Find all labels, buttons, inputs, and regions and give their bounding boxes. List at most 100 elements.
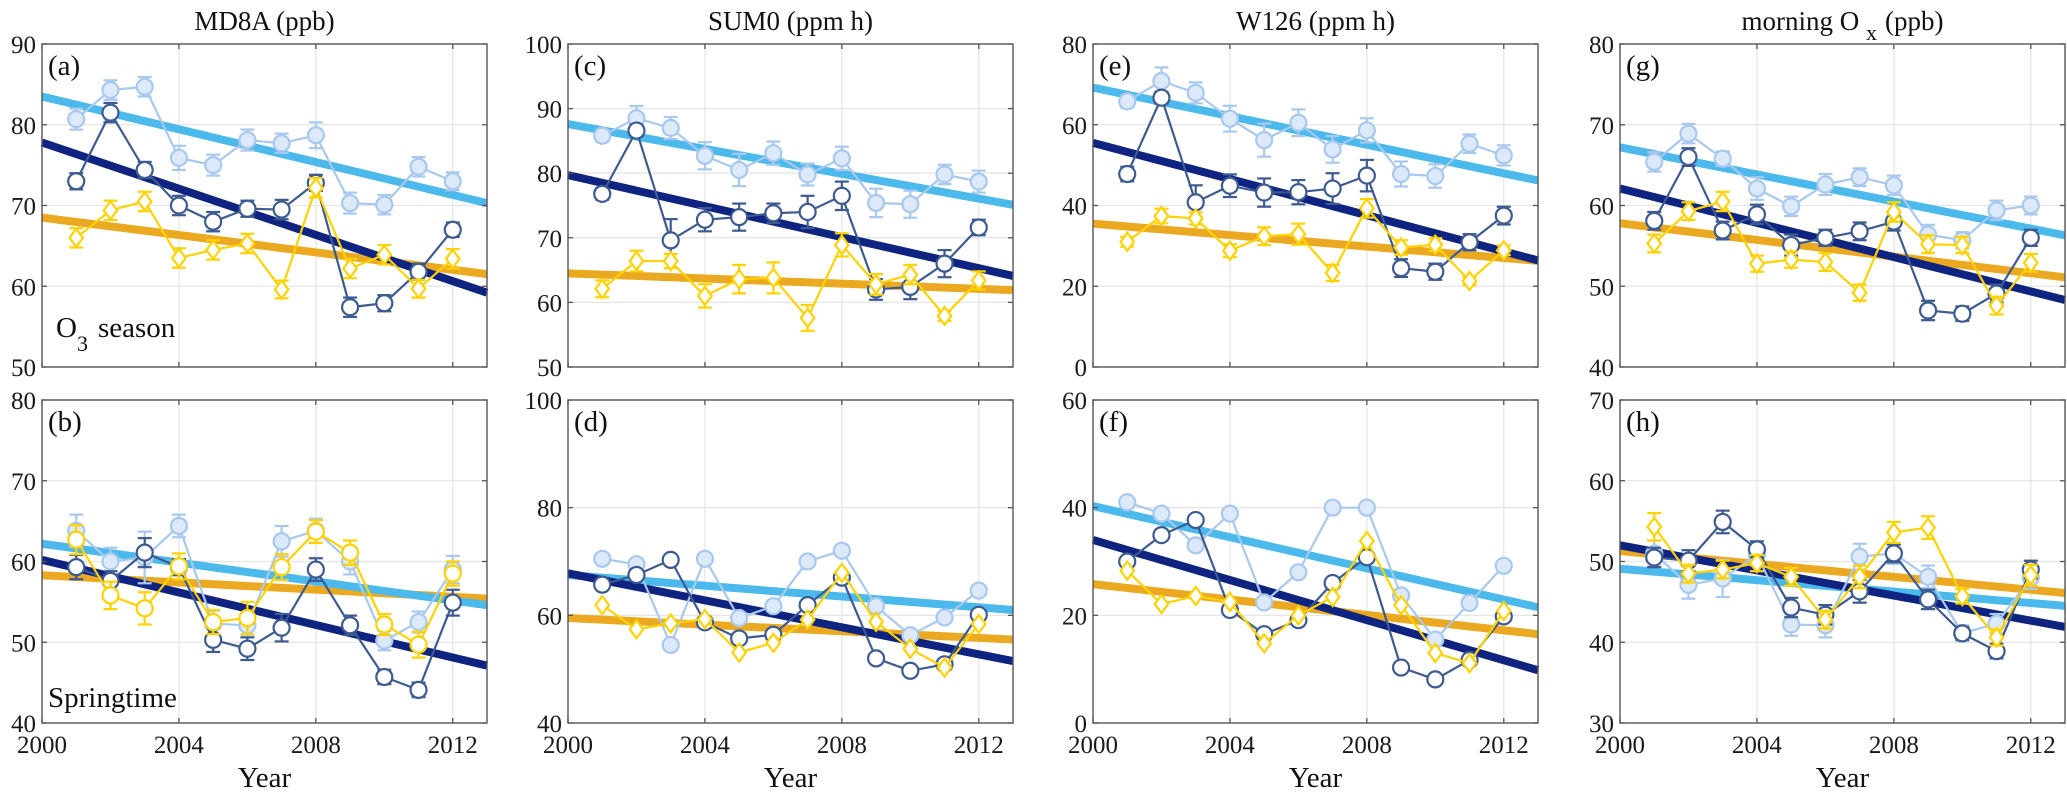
y-tick-label: 80 xyxy=(537,161,562,188)
data-point xyxy=(628,618,645,641)
y-tick-label: 80 xyxy=(11,388,36,415)
data-point xyxy=(594,594,611,616)
data-point xyxy=(1680,562,1697,585)
series-dark xyxy=(593,550,988,680)
data-point xyxy=(1713,512,1732,532)
data-point xyxy=(764,144,783,163)
data-point xyxy=(764,597,783,616)
y-tick-label: 80 xyxy=(1589,32,1614,59)
series-yellow xyxy=(1119,197,1512,292)
data-point xyxy=(273,278,290,301)
data-point xyxy=(731,641,748,664)
data-point xyxy=(1358,197,1375,220)
data-point xyxy=(307,176,324,199)
data-point xyxy=(306,126,325,145)
column-title-text: MD8A (ppb) xyxy=(194,6,334,36)
x-tick-label: 2000 xyxy=(1595,732,1645,759)
data-point xyxy=(936,656,953,679)
data-point xyxy=(1495,600,1512,622)
y-tick-label: 40 xyxy=(1589,355,1614,382)
trend-line-dark xyxy=(1619,184,2066,304)
data-point xyxy=(67,530,86,549)
data-point xyxy=(67,172,86,191)
data-point xyxy=(730,608,749,628)
data-point xyxy=(443,593,462,612)
data-point xyxy=(1748,252,1766,275)
y-tick-label: 100 xyxy=(525,32,563,59)
y-tick-label: 40 xyxy=(11,711,36,738)
data-point xyxy=(1324,586,1341,608)
x-tick-label: 2004 xyxy=(1732,732,1783,759)
data-point xyxy=(1495,239,1512,262)
data-point xyxy=(1152,88,1171,107)
data-point xyxy=(1186,83,1205,102)
panel-g: 40 50 60 70 80 (g) xyxy=(1589,32,2066,382)
data-point xyxy=(695,210,715,229)
data-point xyxy=(1851,566,1868,588)
data-point xyxy=(1713,149,1732,168)
panel-c: 50 60 70 80 90 100 (c) xyxy=(525,32,1014,382)
data-point xyxy=(375,195,394,214)
data-point xyxy=(662,250,679,272)
season-label: O3 season xyxy=(56,312,176,356)
panel-letter: (d) xyxy=(574,406,608,438)
data-point xyxy=(306,560,325,579)
x-axis-label: Year xyxy=(238,762,292,794)
data-point xyxy=(1954,585,1971,608)
x-tick-label: 2000 xyxy=(1068,732,1118,759)
data-point xyxy=(1714,558,1731,581)
data-point xyxy=(1646,232,1663,255)
data-point xyxy=(628,250,645,272)
data-point xyxy=(272,134,291,153)
x-tick-label: 2008 xyxy=(817,732,867,759)
data-point xyxy=(730,160,749,180)
data-point xyxy=(902,263,919,286)
series-light xyxy=(1645,122,2040,250)
data-point xyxy=(1988,294,2005,317)
data-point xyxy=(832,186,851,205)
data-point xyxy=(1919,233,1937,256)
x-tick-label: 2012 xyxy=(428,732,478,759)
data-point xyxy=(1391,258,1411,278)
data-point xyxy=(696,608,714,630)
data-point xyxy=(169,196,189,215)
series-yellow xyxy=(67,519,462,659)
data-point xyxy=(1426,166,1445,186)
data-point xyxy=(1460,134,1479,153)
trend-line-light xyxy=(41,539,488,610)
season-label: Springtime xyxy=(48,682,177,714)
data-point xyxy=(1357,121,1376,140)
data-point xyxy=(1679,147,1698,167)
data-point xyxy=(136,190,153,213)
x-axis-label: Year xyxy=(764,762,818,794)
data-point xyxy=(935,608,954,627)
data-point xyxy=(169,516,189,536)
data-point xyxy=(375,615,394,634)
series-dark xyxy=(1645,147,2040,323)
x-tick-label: 2008 xyxy=(1869,732,1919,759)
data-point xyxy=(2022,251,2039,274)
data-point xyxy=(799,307,816,329)
title-main: morning O xyxy=(1742,6,1867,36)
y-tick-label: 40 xyxy=(1062,194,1087,221)
data-point xyxy=(1918,301,1938,320)
data-point xyxy=(1392,236,1410,259)
y-tick-label: 40 xyxy=(537,711,562,738)
title-tail: (ppb) xyxy=(1885,6,1943,36)
data-point xyxy=(627,565,646,585)
data-point xyxy=(1714,190,1731,213)
data-point xyxy=(1494,206,1513,225)
data-point xyxy=(798,552,817,571)
data-point xyxy=(340,616,360,635)
data-point xyxy=(204,212,223,231)
data-point xyxy=(1118,164,1137,184)
y-tick-label: 70 xyxy=(1589,113,1614,140)
data-point xyxy=(409,262,428,281)
data-point xyxy=(410,277,427,300)
data-point xyxy=(1220,504,1240,523)
data-point xyxy=(936,305,953,327)
data-point xyxy=(764,204,783,223)
data-point xyxy=(661,550,680,569)
data-point xyxy=(969,172,988,191)
y-tick-label: 60 xyxy=(11,550,36,577)
